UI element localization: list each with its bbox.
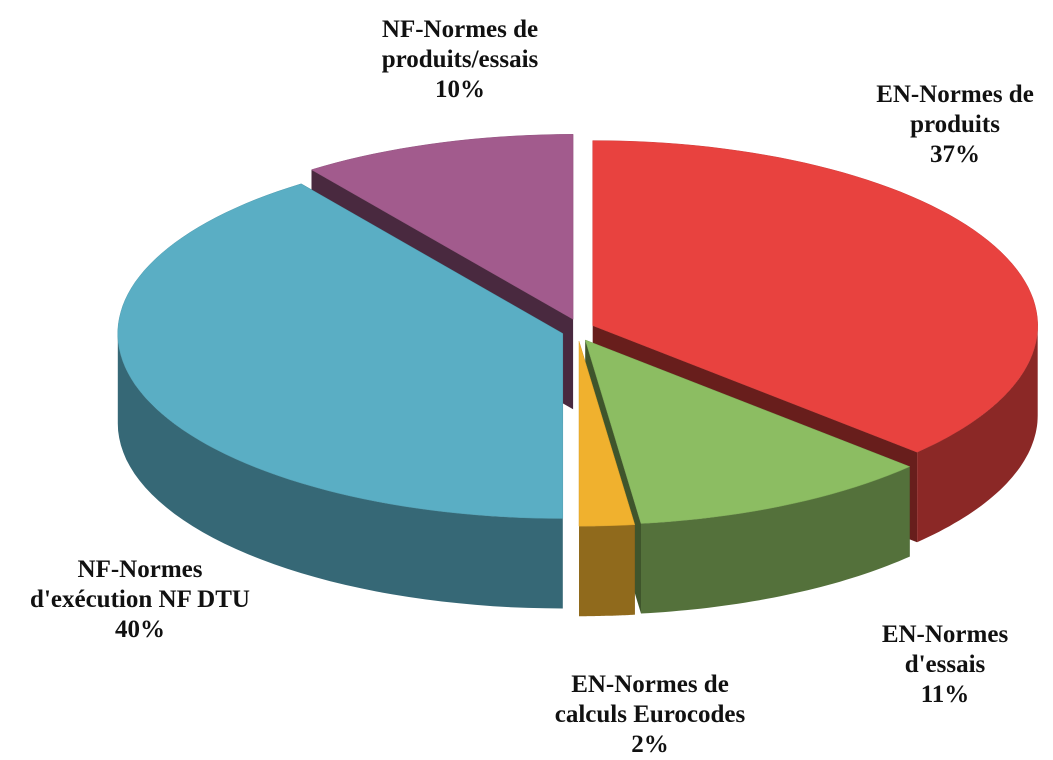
slice-label: EN-Normes de produits 37%	[840, 80, 1053, 170]
value-label: 10%	[435, 76, 485, 103]
slice	[117, 183, 564, 609]
value-label: 11%	[920, 681, 970, 708]
category-label: NF-Normes d'exécution NF DTU	[30, 556, 250, 613]
slice-label: EN-Normes d'essais 11%	[870, 620, 1020, 710]
category-label: EN-Normes de produits	[876, 81, 1034, 138]
category-label: EN-Normes d'essais	[881, 621, 1009, 678]
slice	[310, 134, 574, 320]
slice	[592, 140, 1038, 453]
slice-label: NF-Normes de produits/essais 10%	[340, 15, 580, 105]
slice-label: NF-Normes d'exécution NF DTU 40%	[20, 555, 260, 645]
category-label: EN-Normes de calculs Eurocodes	[554, 671, 746, 728]
slice-side	[117, 333, 563, 609]
slice	[117, 183, 564, 519]
slice-label: EN-Normes de calculs Eurocodes 2%	[550, 670, 750, 760]
slice-side	[917, 325, 1038, 543]
slice-side	[641, 466, 910, 614]
value-label: 40%	[115, 616, 165, 643]
slice	[584, 339, 911, 524]
value-label: 37%	[930, 141, 980, 168]
category-label: NF-Normes de produits/essais	[381, 16, 539, 73]
value-label: 2%	[631, 731, 669, 758]
slice	[578, 341, 636, 617]
slice	[578, 341, 636, 527]
slice-side	[579, 524, 635, 617]
